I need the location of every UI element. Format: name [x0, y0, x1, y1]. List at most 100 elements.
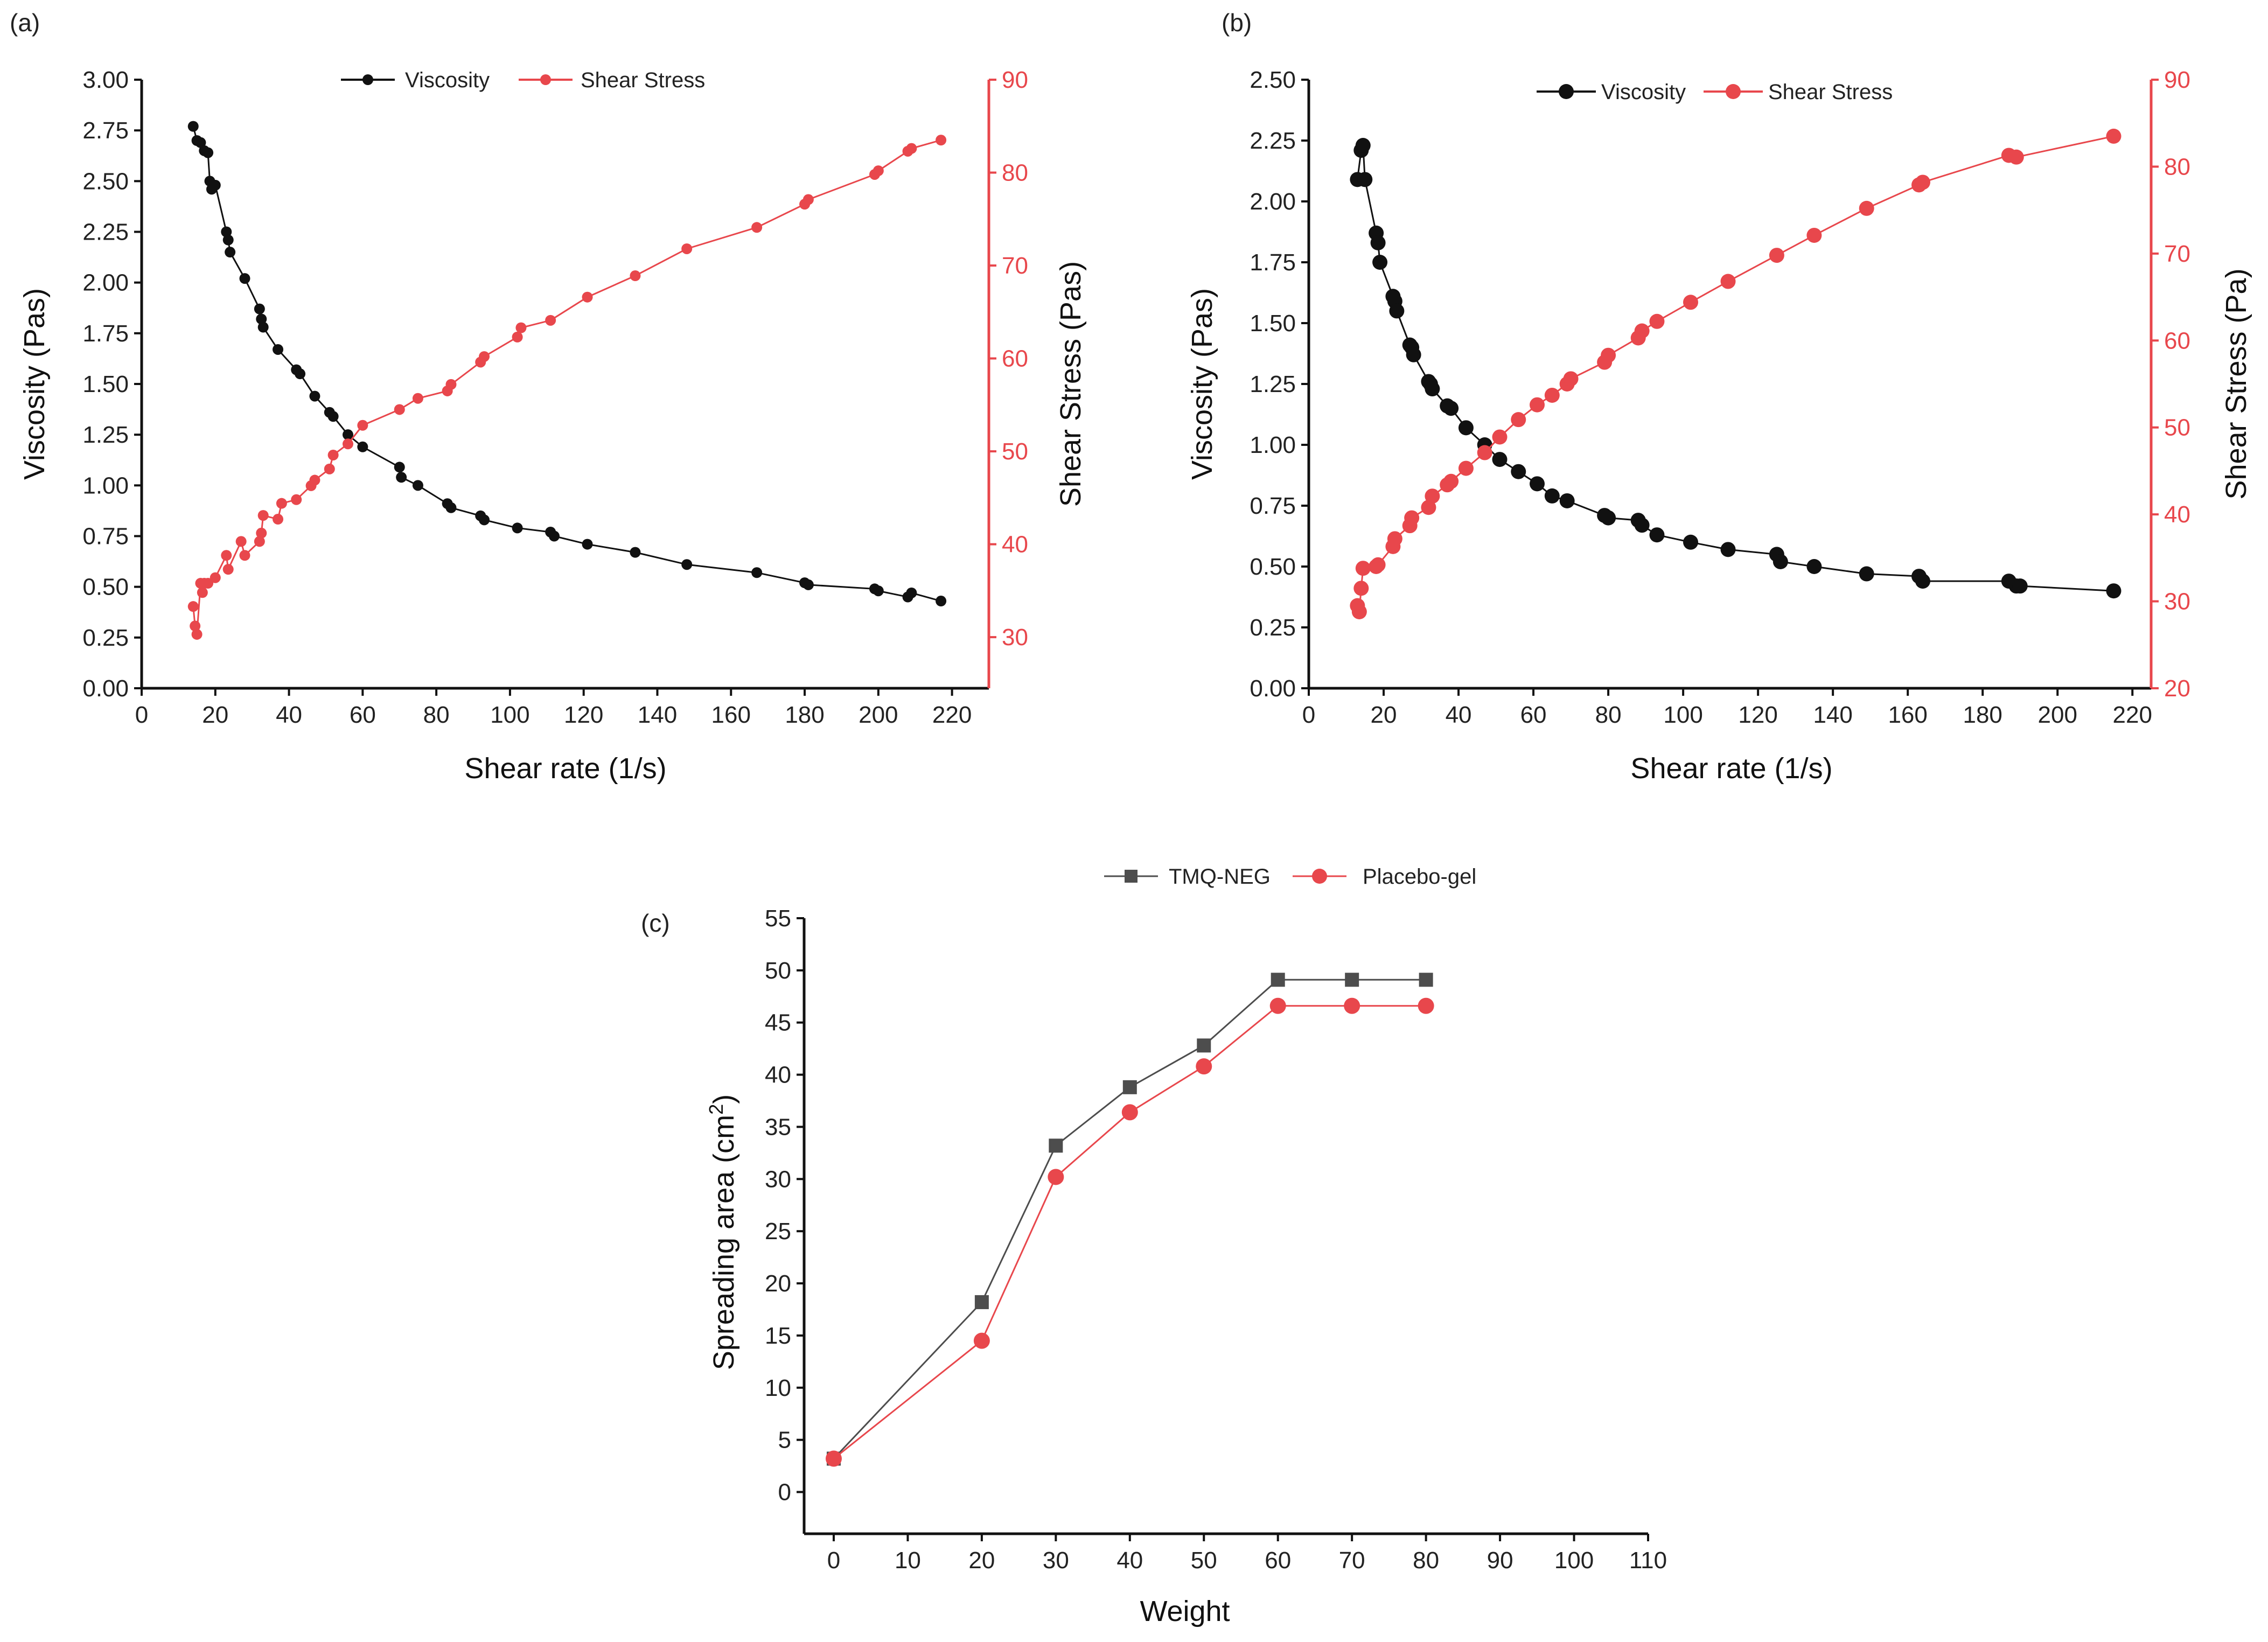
panel-b-viscosity-point — [1806, 559, 1822, 574]
panel-c-y-tick-label: 25 — [765, 1218, 791, 1245]
panel-a-shear-stress-point — [873, 165, 884, 177]
panel-b-x-tick-label: 80 — [1595, 702, 1622, 728]
panel-a-shear-stress-point — [512, 331, 523, 343]
panel-c-x-tick-label: 100 — [1554, 1547, 1594, 1574]
panel-b-x-tick-label: 140 — [1813, 702, 1852, 728]
panel-a-left-y-tick-label: 2.00 — [82, 270, 129, 296]
panel-b-shear-stress-point — [1492, 429, 1508, 445]
panel-a-viscosity-point — [357, 441, 368, 452]
panel-b-x-tick-label: 40 — [1446, 702, 1472, 728]
panel-a-shear-stress-point — [191, 628, 203, 640]
panel-c-y-tick-label: 15 — [765, 1323, 791, 1349]
panel-a-right-y-tick-label: 70 — [1002, 253, 1028, 279]
panel-c-x-tick-label: 60 — [1265, 1547, 1291, 1574]
panel-a-left-y-tick-label: 0.00 — [82, 675, 129, 702]
panel-b-shear-stress-point — [1806, 227, 1822, 243]
panel-b-left-y-tick-label: 2.25 — [1250, 128, 1296, 154]
panel-a-viscosity-point — [412, 480, 423, 491]
panel-b-shear-stress-point — [1601, 347, 1616, 363]
panel-a-left-y-tick-label: 1.50 — [82, 371, 129, 397]
panel-b-shear-stress-point — [1404, 510, 1420, 526]
panel-a-shear-stress-point — [751, 222, 763, 233]
panel-c-y-title-text: Spreading area (cm — [708, 1115, 740, 1370]
panel-b-left-y-tick-label: 1.50 — [1250, 310, 1296, 337]
panel-a-left-y-tick-label: 2.25 — [82, 219, 129, 246]
panel-a-x-tick-label: 200 — [859, 702, 898, 728]
panel-b-right-y-tick-label: 80 — [2164, 153, 2190, 180]
panel-b-shear-stress-point — [1443, 473, 1459, 489]
panel-c-placebo-gel-point — [1344, 997, 1360, 1014]
panel-c-x-tick-label: 110 — [1629, 1547, 1667, 1574]
panel-a-viscosity-point — [582, 539, 593, 550]
panel-c-y-tick-label: 10 — [765, 1375, 791, 1401]
legend-label-tmq-neg: TMQ-NEG — [1169, 865, 1271, 889]
panel-b-x-tick-label: 180 — [1963, 702, 2002, 728]
panel-a-viscosity-point — [254, 303, 265, 315]
panel-a-right-y-title: Shear Stress (Pas) — [1055, 261, 1087, 507]
panel-a-viscosity-point — [256, 313, 267, 325]
panel-a-viscosity-point — [327, 411, 339, 422]
panel-b-x-tick-label: 200 — [2038, 702, 2077, 728]
panel-b-shear-stress-point — [1355, 561, 1371, 576]
panel-a-shear-stress-point — [906, 143, 917, 154]
panel-c-y-tick-label: 5 — [778, 1427, 791, 1454]
panel-a-shear-stress-point — [291, 494, 302, 505]
panel-a-shear-stress-point — [235, 536, 247, 547]
legend-label-viscosity: Viscosity — [405, 68, 490, 92]
panel-c-y-title: Spreading area (cm2) — [705, 1094, 740, 1370]
panel-a-shear-stress-point — [309, 474, 320, 486]
panel-a-x-tick-label: 0 — [135, 702, 148, 728]
panel-b-viscosity-point — [1492, 452, 1508, 467]
panel-a-viscosity-point — [273, 344, 284, 355]
panel-a-viscosity-point — [512, 522, 523, 534]
panel-a-viscosity-point — [187, 121, 199, 132]
panel-b-label: (b) — [1222, 9, 1252, 37]
panel-a-shear-stress-point — [273, 514, 284, 525]
panel-a-shear-stress-point — [197, 587, 208, 598]
panel-c-y-tick-label: 50 — [765, 958, 791, 984]
panel-a-right-y-tick-label: 40 — [1002, 532, 1028, 558]
panel-b-viscosity-point — [1425, 381, 1440, 397]
panel-a-viscosity-point — [222, 234, 234, 246]
panel-c-placebo-gel-point — [1196, 1058, 1212, 1075]
panel-a-shear-stress-point — [254, 536, 265, 547]
legend-marker-shear-stress — [540, 74, 551, 85]
panel-b-left-y-tick-label: 0.25 — [1250, 614, 1296, 641]
panel-a-left-y-tick-label: 0.25 — [82, 625, 129, 651]
panel-a-shear-stress-point — [222, 564, 234, 575]
panel-c-x-title: Weight — [1140, 1595, 1230, 1627]
panel-b-shear-stress-point — [1563, 371, 1579, 387]
panel-a-shear-stress-point — [479, 351, 490, 362]
panel-a-viscosity-point — [309, 390, 320, 402]
panel-a-shear-stress-point — [327, 449, 339, 460]
panel-b-shear-stress-point — [1683, 295, 1699, 310]
panel-a-viscosity-point — [257, 322, 269, 333]
panel-b-x-tick-label: 60 — [1520, 702, 1547, 728]
panel-c-x-tick-label: 0 — [827, 1547, 840, 1574]
panel-b-left-y-tick-label: 0.75 — [1250, 493, 1296, 519]
panel-b-shear-stress-point — [2106, 128, 2122, 144]
panel-c-y-tick-label: 0 — [778, 1479, 791, 1506]
panel-a-right-y-tick-label: 60 — [1002, 346, 1028, 372]
panel-c-y-tick-label: 55 — [765, 905, 791, 932]
panel-b-shear-stress-point — [1769, 248, 1784, 263]
panel-a-shear-stress-point — [256, 527, 267, 539]
panel-c-x-tick-label: 50 — [1191, 1547, 1217, 1574]
panel-c-placebo-gel-point — [1048, 1169, 1064, 1185]
panel-a-shear-stress-point — [515, 322, 527, 333]
panel-a-x-tick-label: 180 — [785, 702, 824, 728]
panel-a-shear-stress-point — [630, 270, 641, 282]
panel-c-x-tick-label: 90 — [1487, 1547, 1513, 1574]
panel-a-right-y-tick-label: 80 — [1002, 160, 1028, 186]
panel-c-tmq-neg-line — [833, 979, 1426, 1459]
panel-b-viscosity-point — [1544, 488, 1560, 504]
panel-b-x-tick-label: 0 — [1302, 702, 1315, 728]
panel-b-viscosity-line — [1356, 145, 2114, 592]
panel-a-shear-stress-point — [545, 315, 556, 326]
panel-a-left-y-tick-label: 1.00 — [82, 472, 129, 499]
panel-b-shear-stress-point — [1477, 445, 1492, 460]
panel-b-shear-stress-point — [1859, 200, 1874, 216]
panel-c-tmq-neg-point — [974, 1295, 989, 1309]
panel-a-x-tick-label: 40 — [276, 702, 302, 728]
